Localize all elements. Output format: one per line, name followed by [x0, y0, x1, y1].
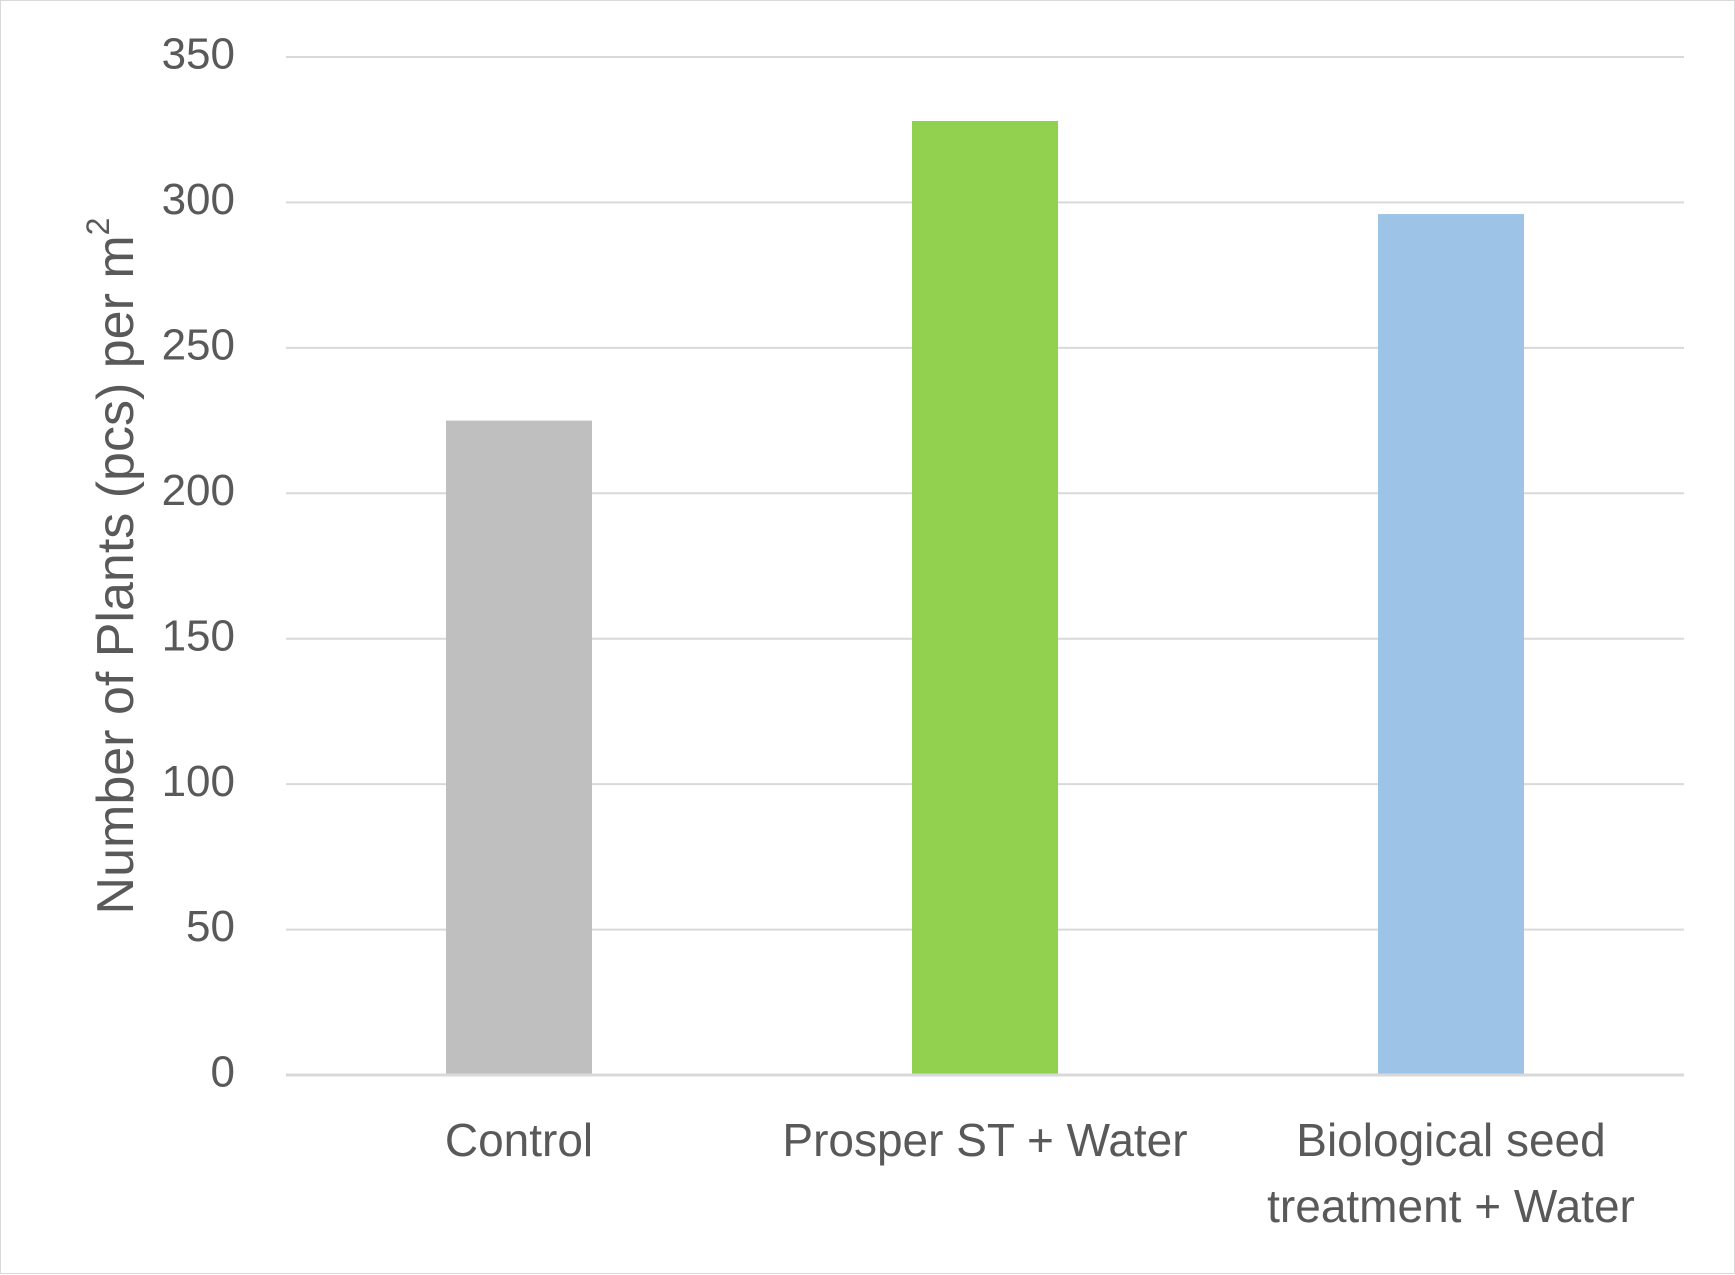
x-category-label-line: Prosper ST + Water [782, 1114, 1187, 1166]
y-tick-label: 300 [162, 175, 235, 224]
y-tick-label: 100 [162, 757, 235, 806]
x-category-label: Control [445, 1114, 593, 1166]
x-category-label-line: Biological seed [1296, 1114, 1605, 1166]
x-category-label-line: treatment + Water [1267, 1180, 1635, 1232]
x-category-label-line: Control [445, 1114, 593, 1166]
bars [446, 120, 1524, 1074]
y-tick-label: 200 [162, 466, 235, 515]
bar [1378, 214, 1524, 1074]
y-axis-title-superscript: 2 [80, 218, 116, 236]
x-category-label: Biological seed treatment + Water [1267, 1114, 1635, 1232]
y-tick-label: 50 [186, 902, 235, 951]
bar [912, 120, 1058, 1074]
bar [446, 420, 592, 1074]
x-category-labels: Control Prosper ST + Water Biological seed… [445, 1114, 1635, 1232]
y-tick-label: 250 [162, 320, 235, 369]
x-category-label: Prosper ST + Water [782, 1114, 1187, 1166]
y-tick-label: 0 [211, 1048, 235, 1097]
y-axis-title-main: Number of Plants (pcs) per m [87, 235, 145, 914]
y-axis-title: Number of Plants (pcs) per m2 [80, 218, 144, 915]
y-tick-label: 350 [162, 30, 235, 79]
y-tick-label: 150 [162, 611, 235, 660]
y-tick-labels: 0 50 100 150 200 250 300 350 [162, 30, 235, 1097]
